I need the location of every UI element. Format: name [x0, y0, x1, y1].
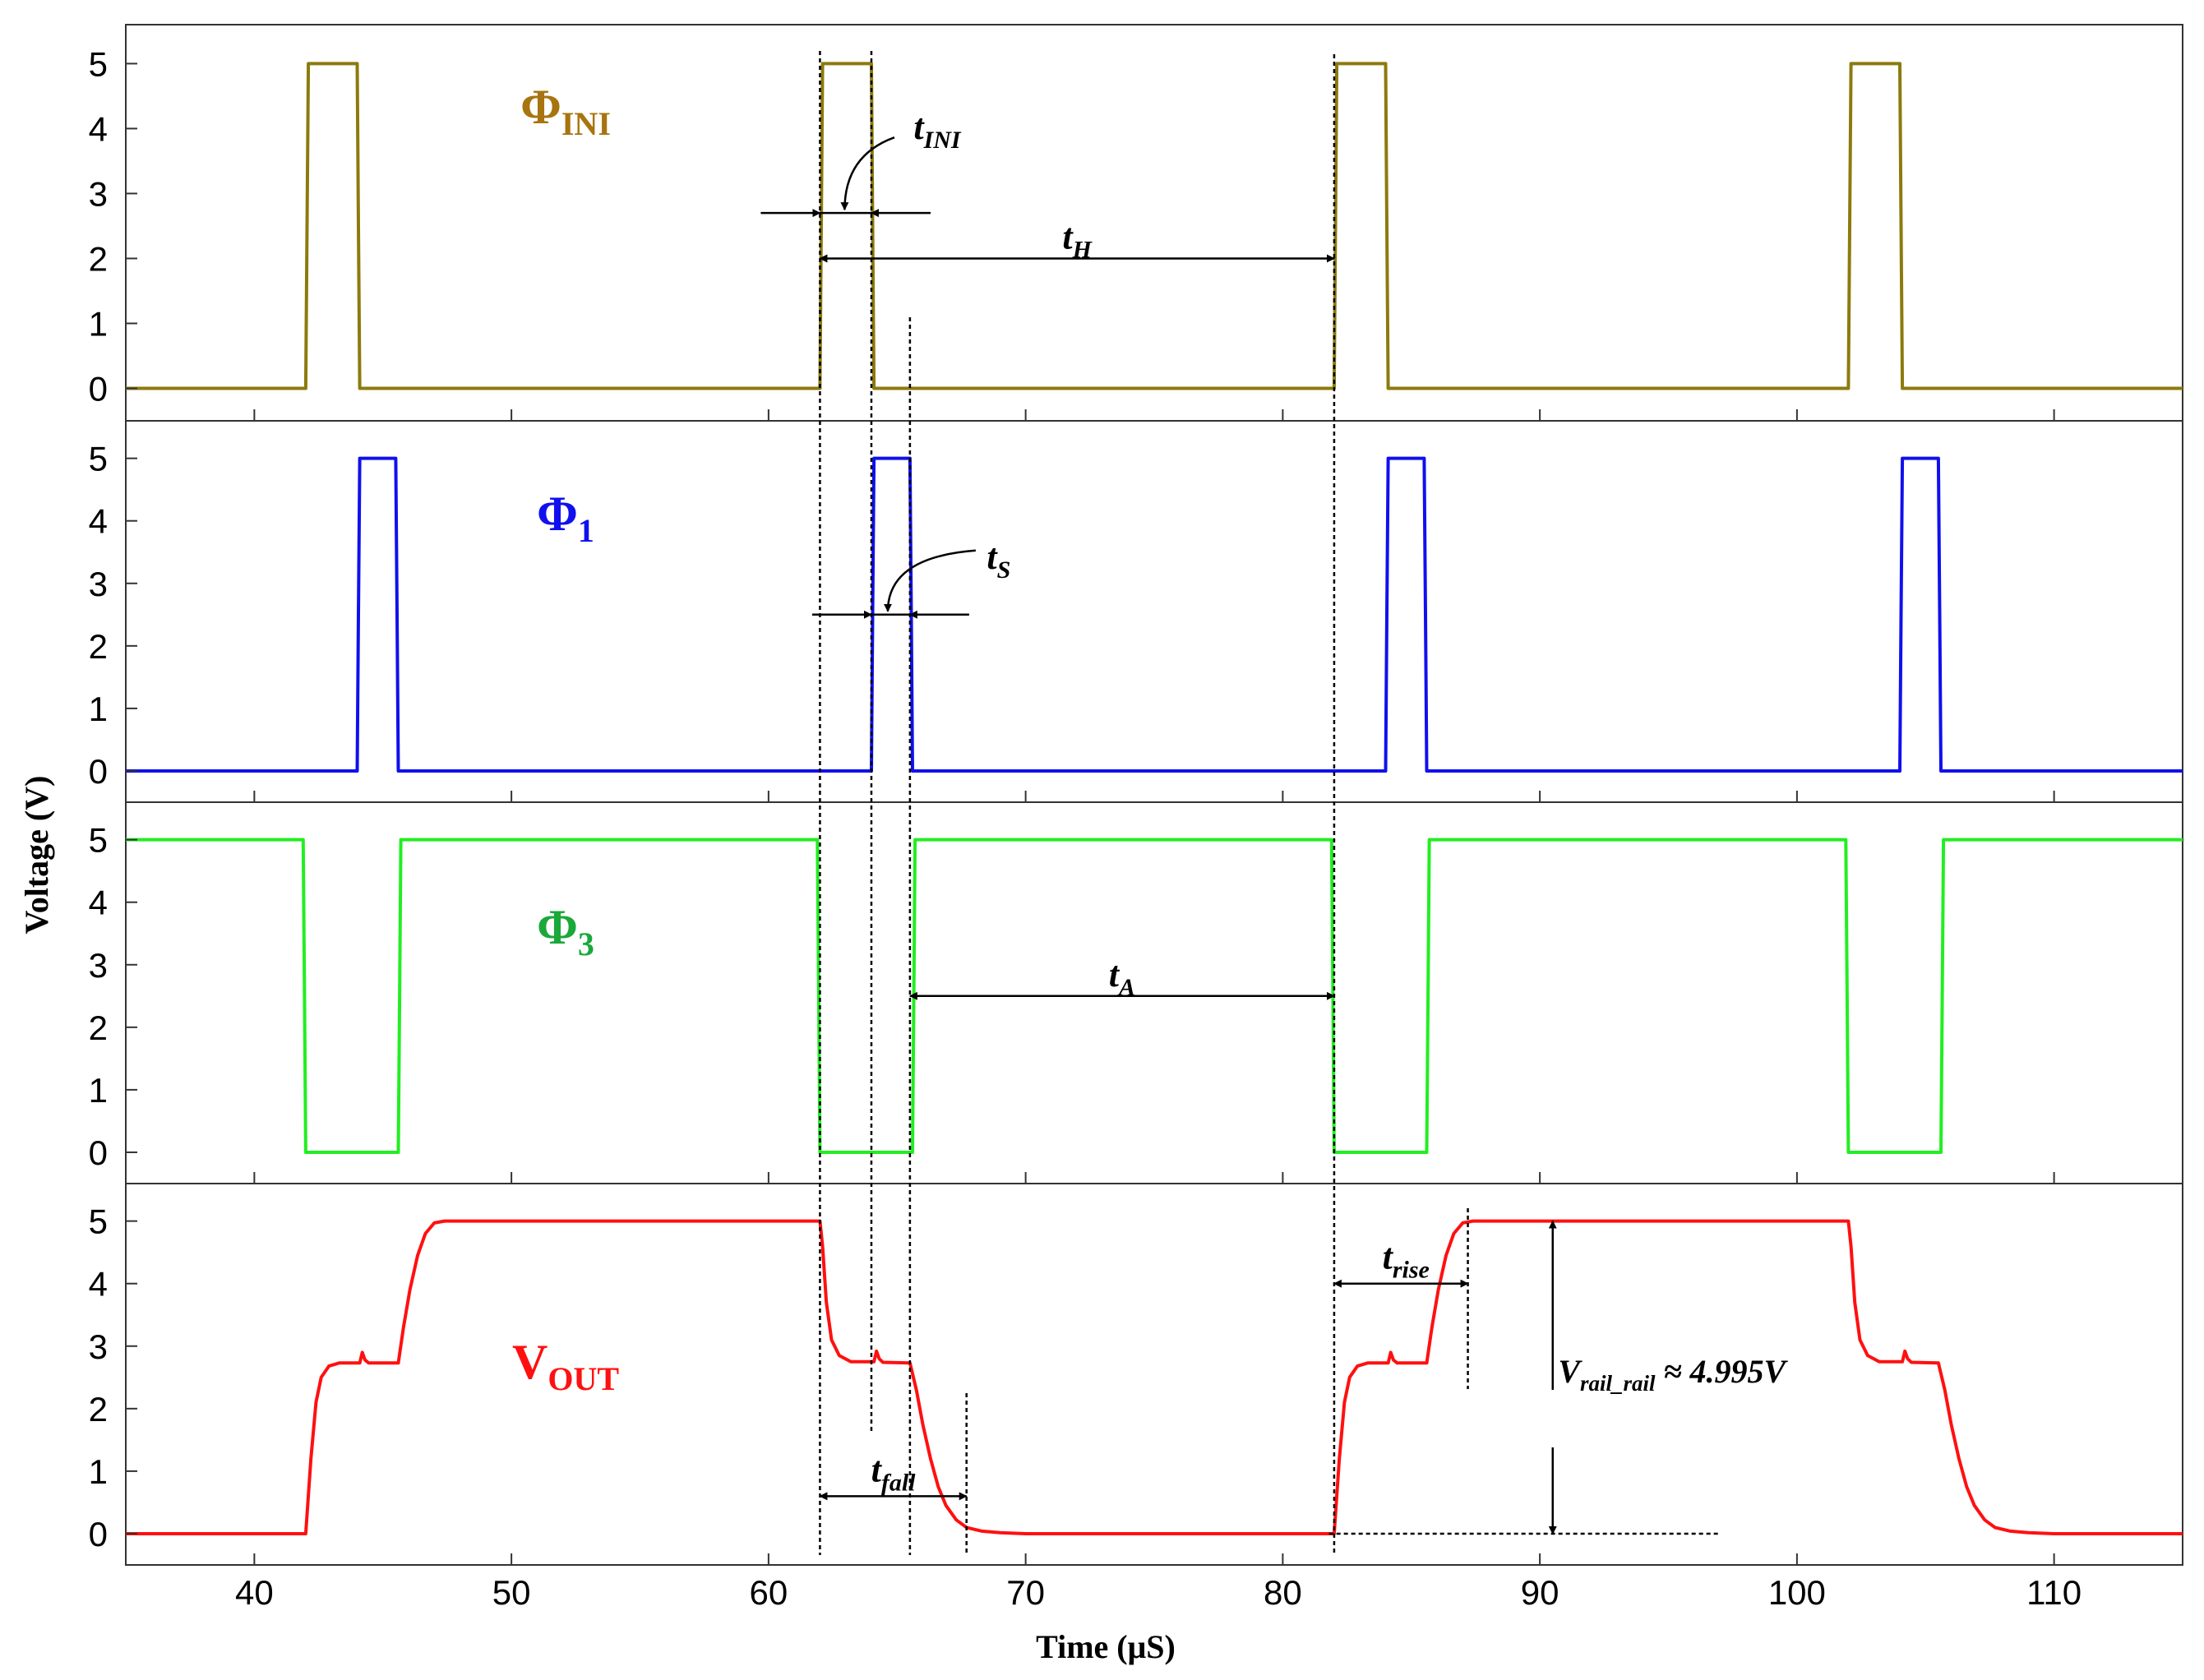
t-rise-label: trise — [1383, 1237, 1430, 1284]
signal-label-vout: VOUT — [512, 1335, 619, 1397]
signal-label-phi-ini: ΦINI — [520, 80, 611, 142]
y-tick-label-phi-ini-0: 0 — [89, 369, 108, 408]
y-tick-label-phi-1-2: 2 — [89, 627, 108, 666]
y-tick-label-vout-0: 0 — [89, 1515, 108, 1553]
y-tick-label-phi-1-5: 5 — [89, 440, 108, 478]
y-axis-title: Voltage (V) — [18, 776, 55, 935]
y-tick-label-phi-1-0: 0 — [89, 752, 108, 791]
y-tick-label-phi-3-1: 1 — [89, 1071, 108, 1110]
y-tick-label-phi-1-1: 1 — [89, 690, 108, 728]
t-ini-pointer — [840, 136, 895, 211]
y-tick-label-phi-ini-3: 3 — [89, 174, 108, 213]
t-h-label: tH — [1062, 216, 1093, 263]
x-tick-label-60: 60 — [750, 1573, 788, 1612]
signal-label-phi-3: Φ3 — [537, 900, 594, 962]
panel-frame-phi-ini — [125, 24, 2183, 422]
annotations: tINI tH tS tA tfall trise Vrail_rail ≈ 4.995V — [760, 107, 1806, 1535]
panel-frame-phi-3 — [125, 801, 2183, 1184]
y-tick-label-phi-ini-1: 1 — [89, 304, 108, 343]
x-tick-label-50: 50 — [492, 1573, 531, 1612]
series-phi-ini — [126, 62, 2183, 390]
x-tick-label-100: 100 — [1768, 1573, 1826, 1612]
t-a-label: tA — [1109, 954, 1135, 1001]
panel-phi-3: Φ3 — [125, 801, 2183, 1184]
y-tick-label-vout-2: 2 — [89, 1390, 108, 1428]
y-tick-label-phi-ini-5: 5 — [89, 44, 108, 83]
v-rail-label-bg — [1534, 1390, 1806, 1448]
x-tick-label-70: 70 — [1006, 1573, 1045, 1612]
y-tick-label-phi-3-3: 3 — [89, 946, 108, 985]
x-tick-label-90: 90 — [1521, 1573, 1559, 1612]
y-tick-label-phi-3-4: 4 — [89, 884, 108, 922]
y-tick-label-vout-1: 1 — [89, 1452, 108, 1491]
y-tick-label-phi-3-0: 0 — [89, 1133, 108, 1172]
y-tick-label-phi-ini-4: 4 — [89, 109, 108, 148]
guide-lines — [819, 51, 1721, 1555]
v-rail-label: Vrail_rail ≈ 4.995V — [1558, 1353, 1788, 1396]
series-phi-1 — [126, 456, 2183, 773]
y-tick-label-phi-3-2: 2 — [89, 1008, 108, 1047]
panels: ΦINI Φ1 Φ3 VOUT — [125, 24, 2183, 1566]
y-tick-label-phi-1-4: 4 — [89, 502, 108, 541]
y-tick-label-phi-3-5: 5 — [89, 821, 108, 860]
panel-vout: VOUT — [125, 1183, 2183, 1566]
y-tick-label-phi-ini-2: 2 — [89, 239, 108, 278]
x-tick-label-40: 40 — [235, 1573, 274, 1612]
y-tick-label-vout-5: 5 — [89, 1202, 108, 1241]
panel-frame-vout — [125, 1183, 2183, 1566]
signal-label-phi-1: Φ1 — [537, 487, 594, 549]
x-axis-title: Time (μS) — [1036, 1628, 1176, 1665]
panel-phi-1: Φ1 — [125, 420, 2183, 803]
y-tick-label-vout-3: 3 — [89, 1327, 108, 1366]
panel-frame-phi-1 — [125, 420, 2183, 803]
t-fall-label: tfall — [871, 1449, 917, 1496]
y-tick-label-vout-4: 4 — [89, 1265, 108, 1304]
panel-phi-ini: ΦINI — [125, 24, 2183, 422]
t-s-pointer — [883, 549, 976, 612]
series-phi-3 — [126, 838, 2183, 1154]
x-tick-label-80: 80 — [1264, 1573, 1302, 1612]
x-tick-label-110: 110 — [2026, 1573, 2082, 1612]
t-ini-label: tINI — [913, 107, 962, 154]
t-s-label: tS — [986, 537, 1010, 584]
y-tick-label-phi-1-3: 3 — [89, 565, 108, 603]
series-vout — [126, 1219, 2183, 1535]
